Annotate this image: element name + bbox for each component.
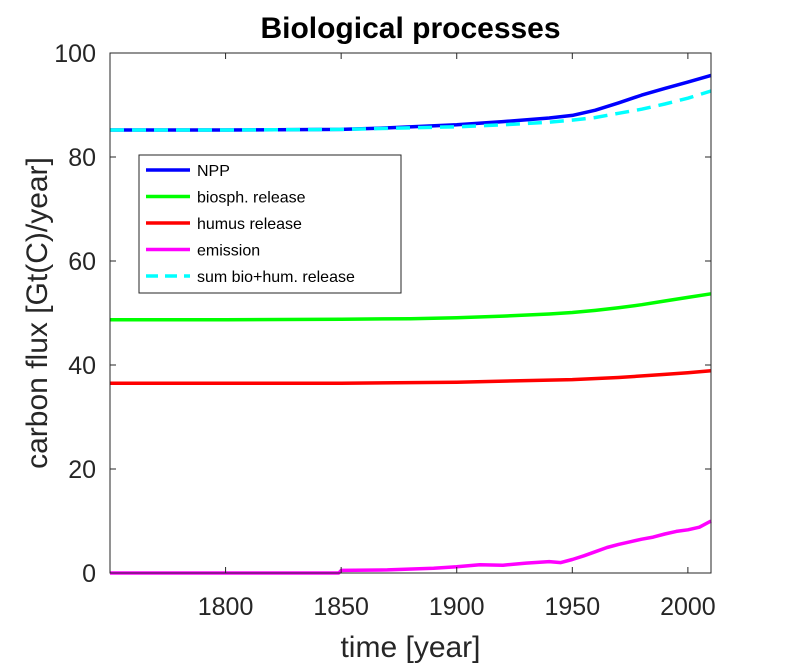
chart-title: Biological processes bbox=[260, 12, 560, 45]
plot-frame bbox=[109, 52, 712, 574]
plot-area bbox=[110, 53, 711, 573]
legend-label-0: NPP bbox=[197, 163, 230, 180]
legend-label-4: sum bio+hum. release bbox=[197, 269, 355, 286]
x-ticks: 1800 1850 1900 1950 2000 bbox=[198, 53, 716, 621]
x-tick-label: 1850 bbox=[313, 593, 369, 621]
series-line-3 bbox=[110, 519, 712, 575]
series-line-4 bbox=[110, 89, 712, 132]
series-line-0 bbox=[110, 73, 712, 132]
legend: NPP biosph. release humus release emission s… bbox=[138, 154, 402, 294]
series-line-1 bbox=[110, 292, 712, 322]
series-line-2 bbox=[110, 368, 712, 385]
y-tick-label: 60 bbox=[68, 248, 96, 276]
series-layer bbox=[110, 73, 712, 575]
y-tick-label: 100 bbox=[54, 40, 96, 68]
y-tick-label: 40 bbox=[68, 352, 96, 380]
x-axis-label: time [year] bbox=[340, 631, 480, 664]
legend-label-3: emission bbox=[197, 243, 260, 260]
legend-label-1: biosph. release bbox=[197, 190, 306, 207]
legend-label-2: humus release bbox=[197, 216, 302, 233]
x-tick-label: 1800 bbox=[198, 593, 254, 621]
y-tick-label: 0 bbox=[82, 560, 96, 588]
y-tick-label: 20 bbox=[68, 456, 96, 484]
y-tick-label: 80 bbox=[68, 144, 96, 172]
x-tick-label: 2000 bbox=[660, 593, 716, 621]
x-tick-label: 1950 bbox=[544, 593, 600, 621]
y-ticks: 0 20 40 60 80 100 bbox=[54, 40, 711, 588]
y-axis-label: carbon flux [Gt(C)/year] bbox=[21, 157, 54, 469]
x-tick-label: 1900 bbox=[429, 593, 485, 621]
